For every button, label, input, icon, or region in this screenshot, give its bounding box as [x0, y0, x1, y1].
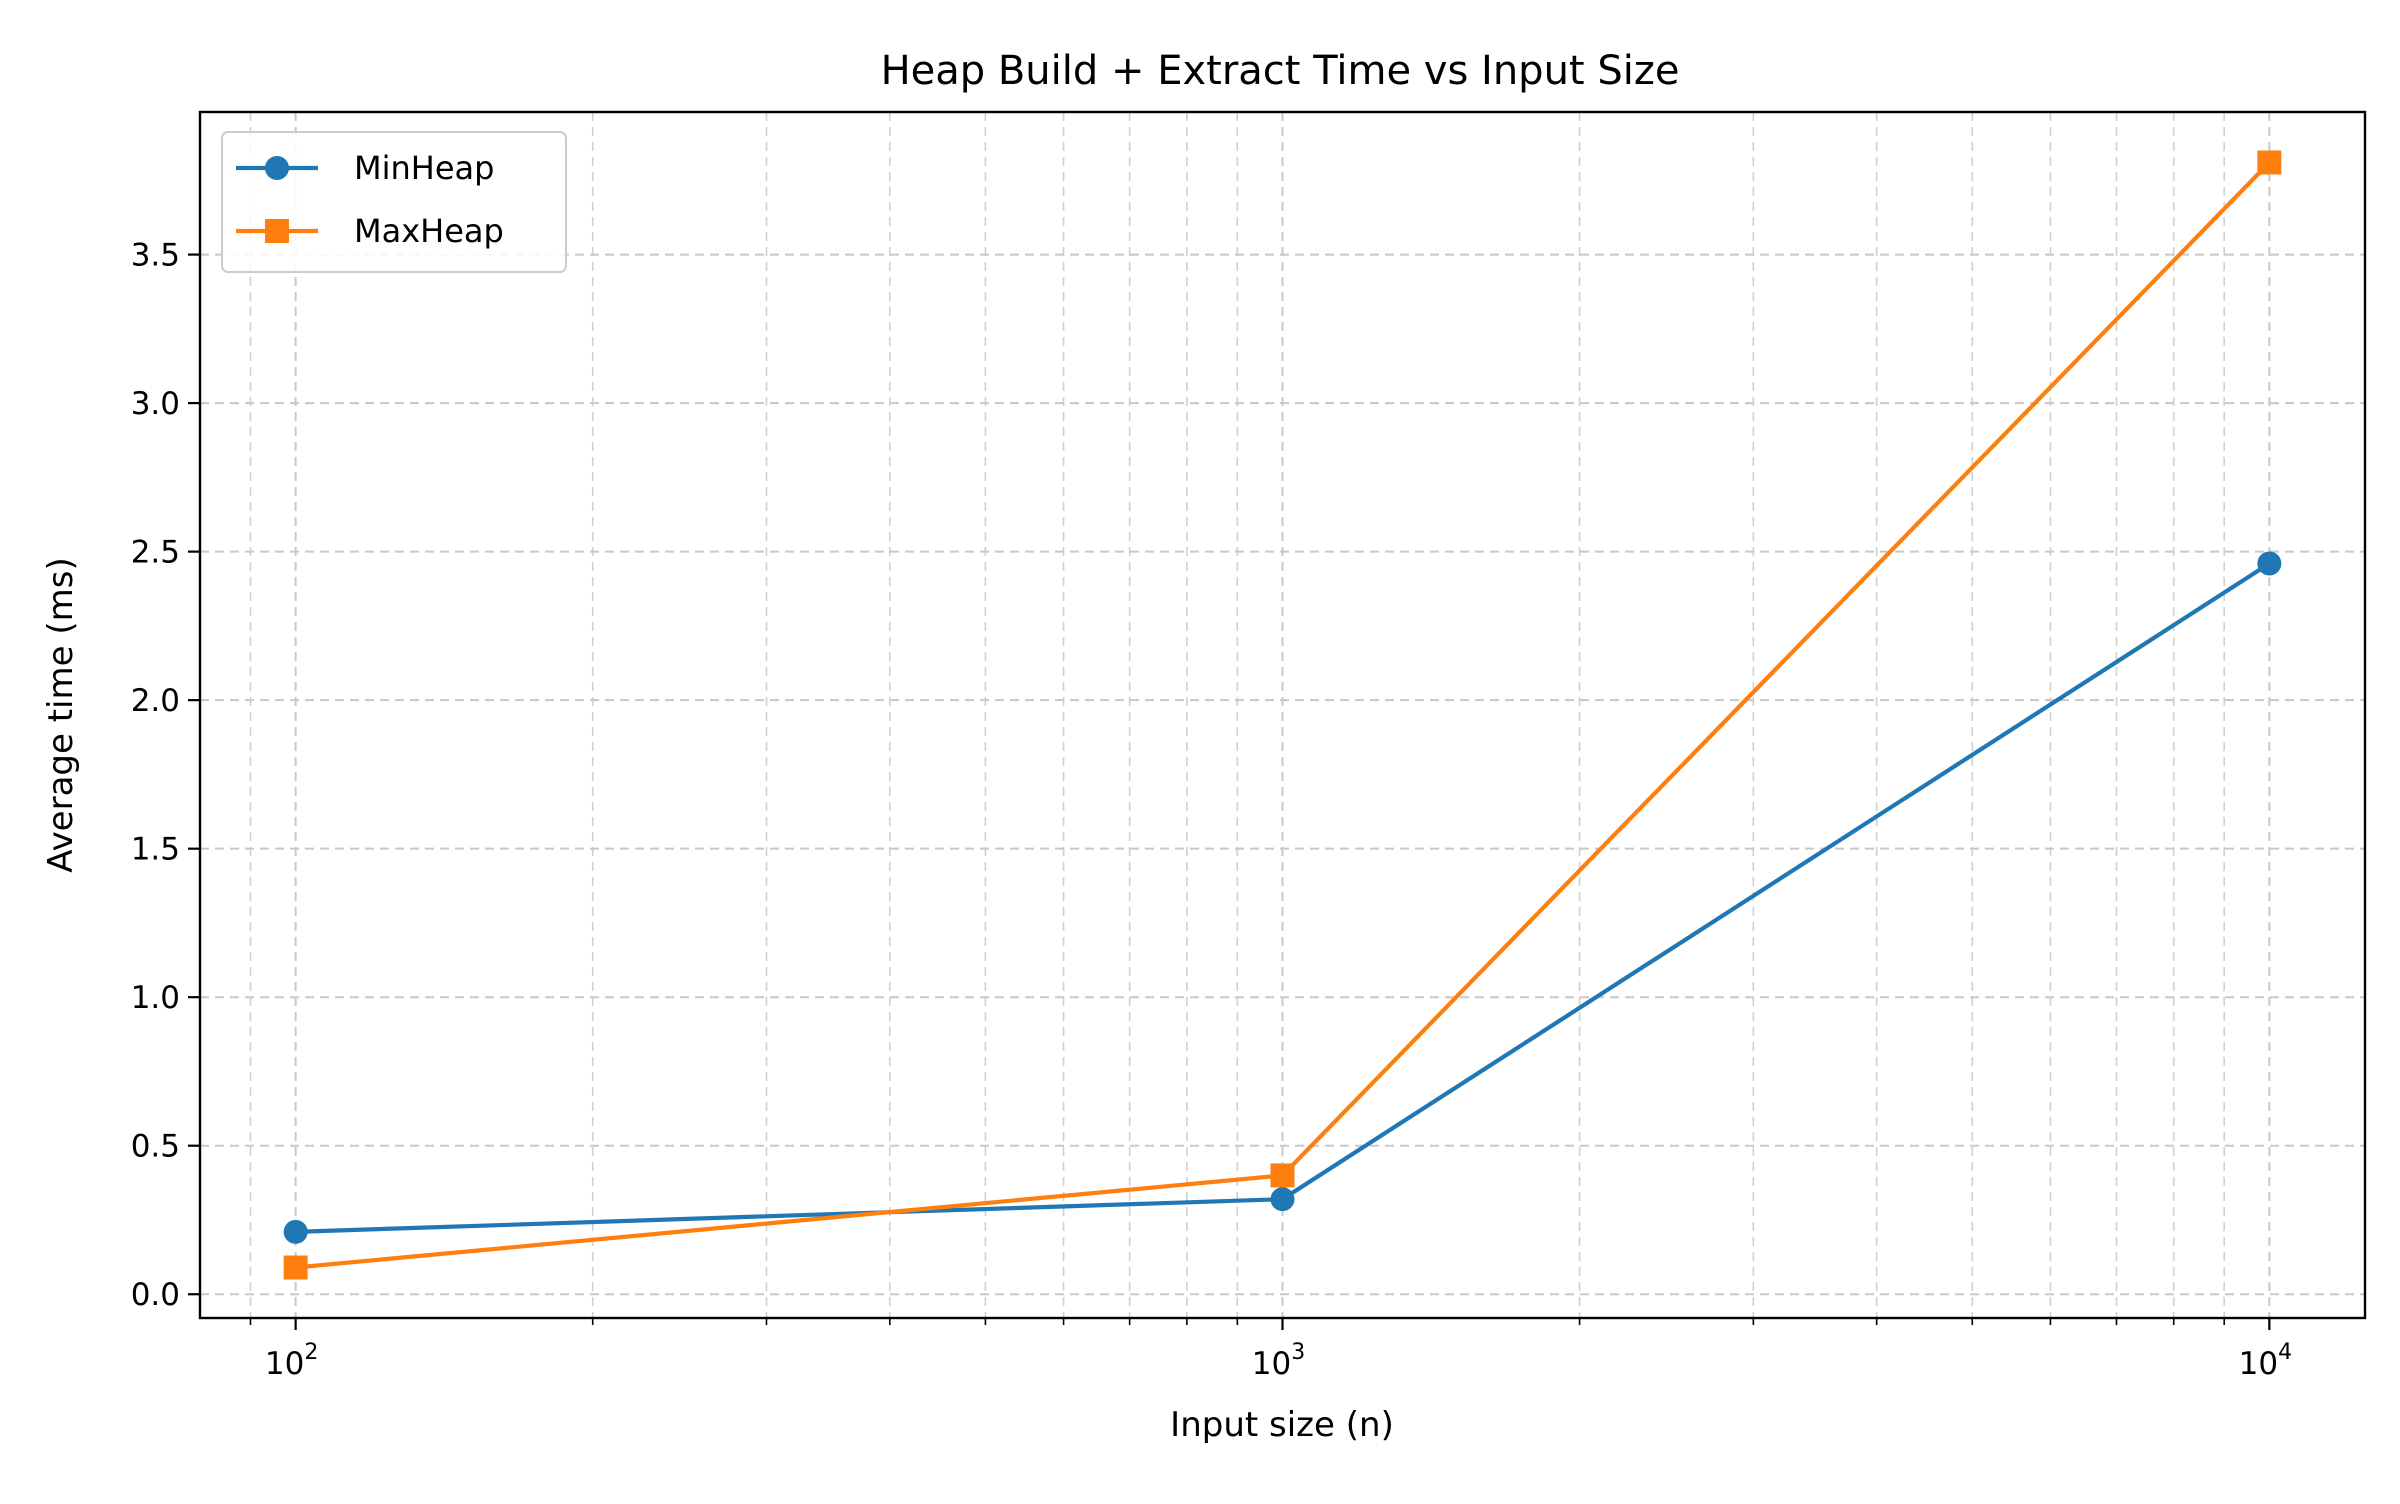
- y-axis-label: Average time (ms): [41, 557, 81, 872]
- y-tick-label: 1.0: [131, 980, 180, 1016]
- maxheap-legend-marker: [265, 219, 289, 243]
- y-tick-label: 1.5: [131, 832, 180, 868]
- y-tick-label: 0.5: [131, 1129, 180, 1165]
- x-tick-label: 102: [265, 1340, 318, 1382]
- data-series: [283, 150, 2282, 1280]
- x-tick-label-base: 10: [1252, 1346, 1291, 1382]
- maxheap-point: [283, 1255, 308, 1280]
- y-tick-label: 2.0: [131, 683, 180, 719]
- x-axis-ticks: 102 103 104: [249, 1318, 2292, 1382]
- x-tick-label: 104: [2239, 1340, 2292, 1382]
- x-tick-label-base: 10: [2239, 1346, 2278, 1382]
- legend: MinHeap MaxHeap: [221, 131, 567, 273]
- chart-title: Heap Build + Extract Time vs Input Size: [881, 48, 1680, 94]
- x-tick-label-exponent: 4: [2278, 1340, 2292, 1365]
- y-tick-label: 3.5: [131, 238, 180, 274]
- legend-entries: MinHeap MaxHeap: [236, 149, 504, 250]
- x-tick-label: 103: [1252, 1340, 1305, 1382]
- y-tick-label: 3.0: [131, 386, 180, 422]
- x-tick-label-exponent: 3: [1291, 1340, 1305, 1365]
- maxheap-point: [2257, 150, 2282, 175]
- maxheap-legend-label: MaxHeap: [354, 212, 504, 250]
- y-tick-label: 2.5: [131, 535, 180, 571]
- x-tick-label-exponent: 2: [304, 1340, 318, 1365]
- y-tick-label: 0.0: [131, 1277, 180, 1313]
- maxheap-point: [1270, 1163, 1295, 1188]
- x-tick-label-base: 10: [265, 1346, 304, 1382]
- minheap-legend-marker: [265, 156, 289, 180]
- y-axis-ticks: 0.0 0.5 1.0 1.5 2.0 2.5 3.0 3.5: [131, 238, 200, 1313]
- minheap-point: [2257, 551, 2282, 576]
- minheap-legend-label: MinHeap: [354, 149, 494, 187]
- minheap-point: [283, 1219, 308, 1244]
- x-axis-label: Input size (n): [1170, 1405, 1394, 1445]
- minheap-point: [1270, 1187, 1295, 1212]
